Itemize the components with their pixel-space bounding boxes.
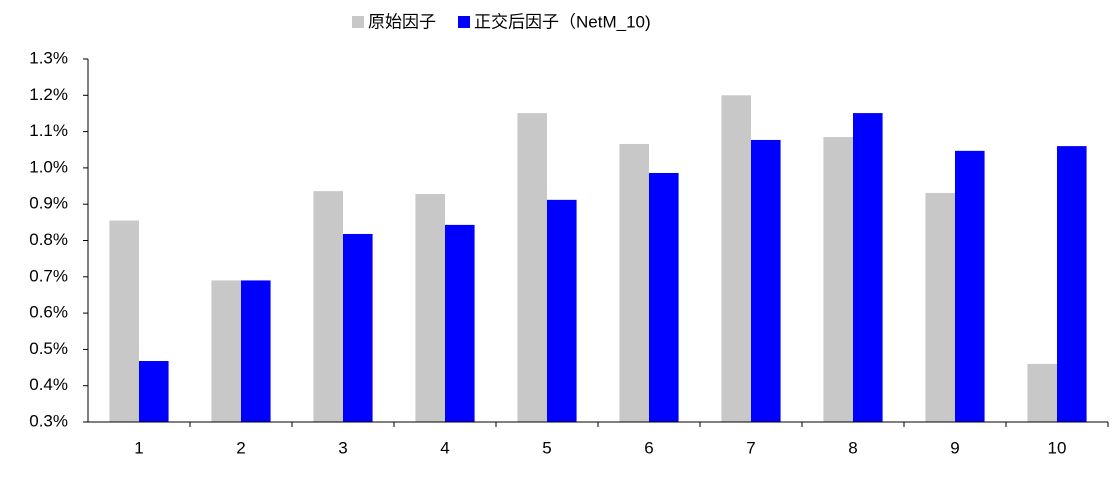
y-tick-label: 1.1% [29,121,68,140]
bar [343,233,373,422]
bar [109,220,139,422]
bar [649,172,679,422]
x-tick-label: 5 [542,438,551,457]
y-tick-label: 0.6% [29,303,68,322]
y-tick-label: 1.0% [29,157,68,176]
bar [241,280,271,422]
bar [517,113,547,422]
bar [853,113,883,422]
bar [139,361,169,422]
bar [547,199,577,422]
x-tick-label: 3 [338,438,347,457]
legend-swatch [352,16,364,28]
legend-label: 原始因子 [368,12,436,31]
y-tick-label: 1.2% [29,85,68,104]
x-tick-label: 4 [440,438,449,457]
x-tick-label: 1 [134,438,143,457]
x-tick-label: 8 [848,438,857,457]
bar [721,95,751,423]
bar [313,191,343,422]
x-tick-label: 2 [236,438,245,457]
y-tick-label: 0.7% [29,266,68,285]
legend-label: 正交后因子（NetM_10) [474,12,651,31]
y-tick-label: 1.3% [29,48,68,67]
y-tick-label: 0.3% [29,411,68,430]
bar [925,192,955,422]
y-tick-label: 0.9% [29,194,68,213]
y-tick-label: 0.4% [29,375,68,394]
x-tick-label: 6 [644,438,653,457]
bar [445,224,475,422]
legend-swatch [458,16,470,28]
bar [1057,146,1087,422]
x-tick-label: 9 [950,438,959,457]
bar [955,150,985,423]
bar [1027,363,1057,422]
bar [823,137,853,423]
x-tick-label: 7 [746,438,755,457]
bar [751,139,781,422]
x-tick-label: 10 [1048,438,1067,457]
bar [619,143,649,422]
y-tick-label: 0.8% [29,230,68,249]
bar [211,280,241,422]
y-tick-label: 0.5% [29,339,68,358]
bar [415,194,445,422]
